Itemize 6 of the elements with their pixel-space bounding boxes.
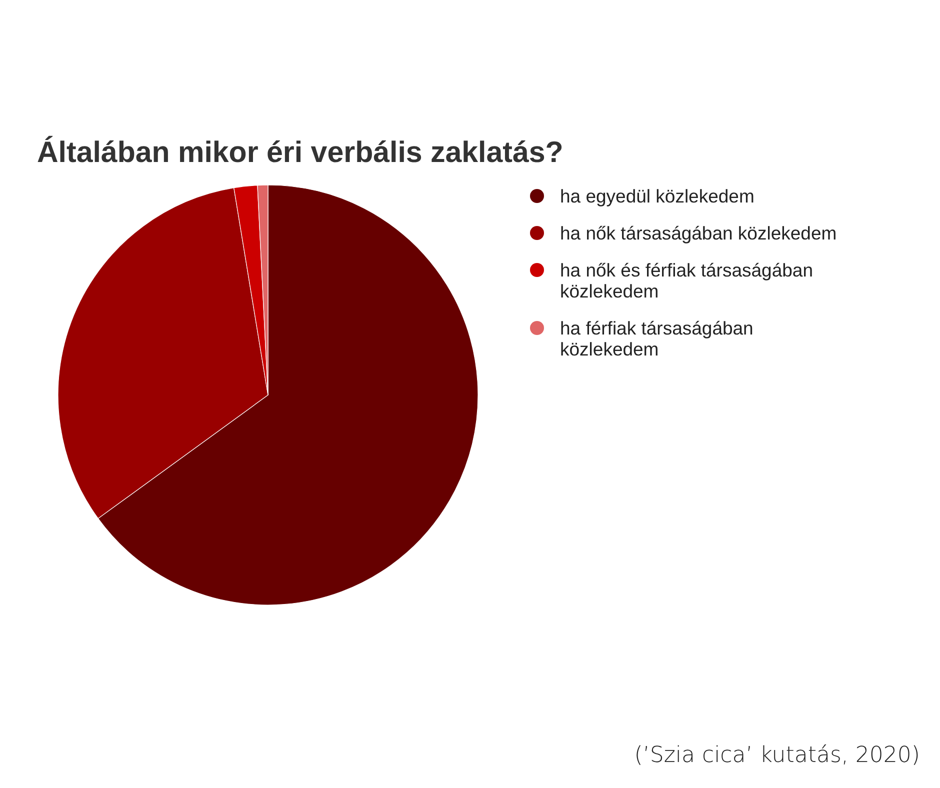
chart-title: Általában mikor éri verbális zaklatás?: [37, 135, 564, 169]
legend-label: ha nők és férfiak társaságában közlekedem: [560, 260, 813, 302]
text: (’Szia cica’ kutatás, 2020): [634, 743, 920, 768]
legend-label: ha nők társaságában közlekedem: [560, 222, 837, 244]
legend-label: ha egyedül közlekedem: [560, 186, 754, 206]
legend-label: ha férfiak társaságában közlekedem: [560, 318, 754, 360]
